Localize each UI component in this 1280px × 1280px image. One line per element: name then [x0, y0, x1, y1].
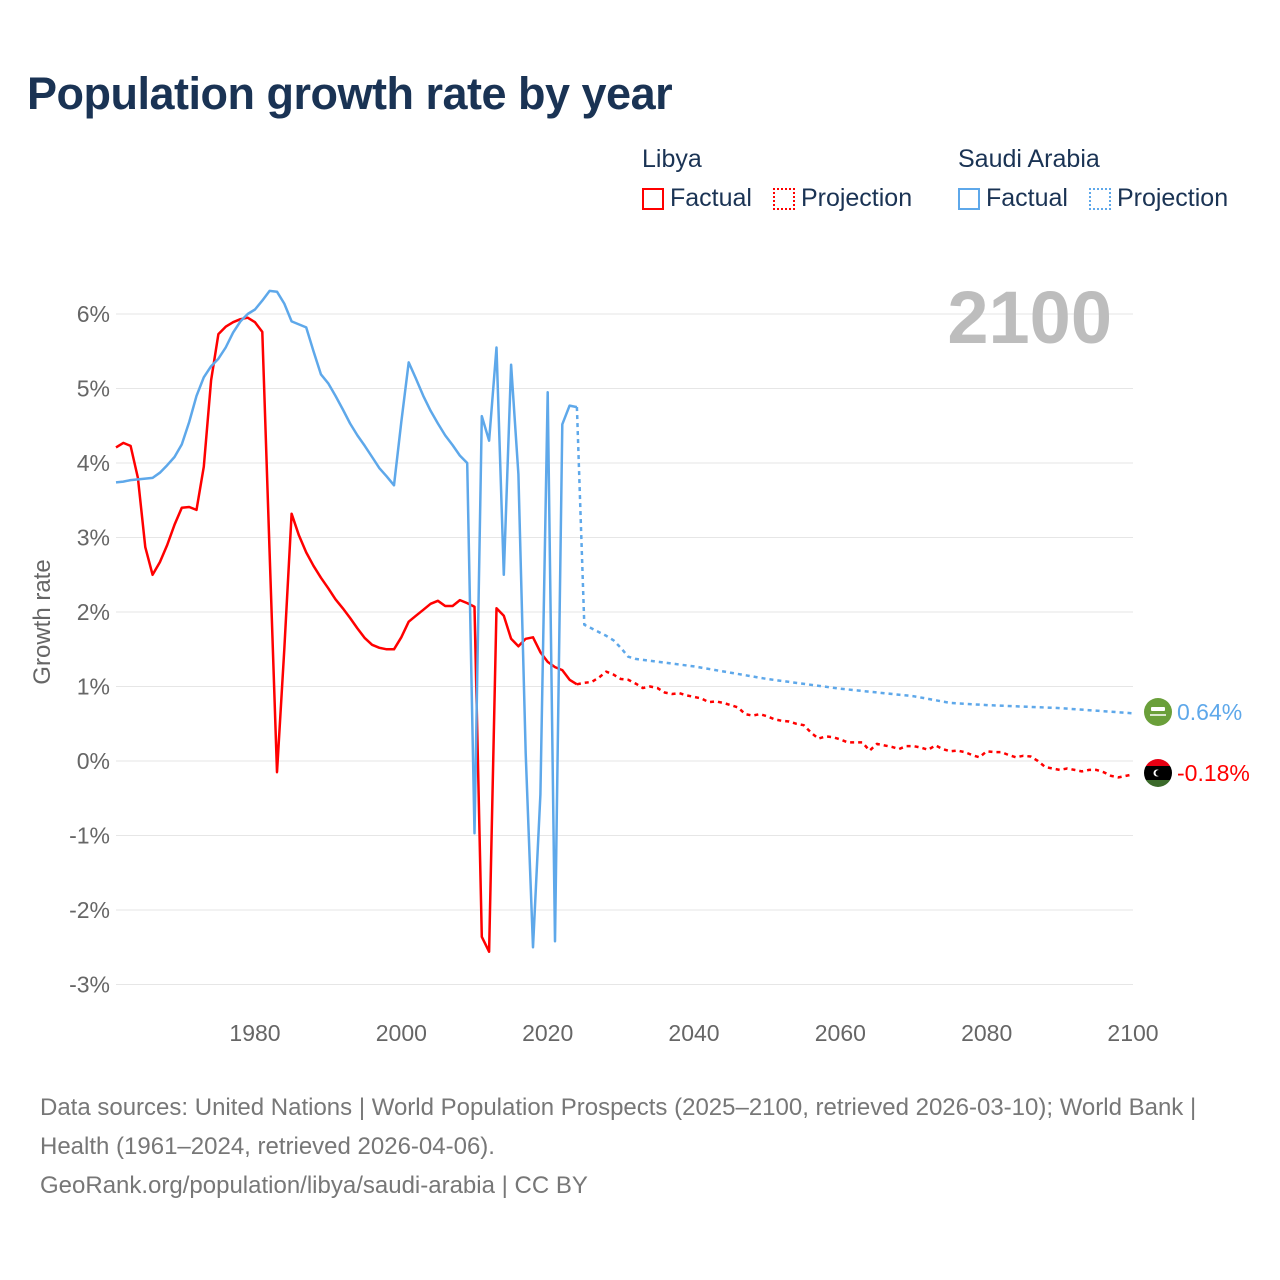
- legend-swatch-solid: [642, 187, 664, 210]
- legend-group-name: Saudi Arabia: [958, 145, 1100, 173]
- y-tick-label: 1%: [77, 674, 110, 700]
- legend-saudi-projection[interactable]: Projection: [1088, 184, 1229, 213]
- legend-label: Projection: [800, 184, 913, 212]
- y-tick-label: 2%: [77, 599, 110, 625]
- x-tick-label: 2020: [522, 1020, 573, 1046]
- legend-libya-projection[interactable]: Projection: [772, 184, 913, 213]
- legend-libya-factual[interactable]: Factual: [642, 184, 752, 213]
- credit-link[interactable]: GeoRank.org/population/libya/saudi-arabi…: [40, 1172, 588, 1199]
- y-axis-label: Growth rate: [29, 559, 56, 684]
- y-tick-label: 6%: [77, 301, 110, 327]
- x-tick-label: 2080: [961, 1020, 1012, 1046]
- current-year-label: 2100: [947, 276, 1112, 359]
- libya-projection-line[interactable]: [576, 670, 1134, 779]
- y-tick-label: 0%: [77, 748, 110, 774]
- saudi-arabia-projection-line[interactable]: [575, 407, 1134, 715]
- legend-saudi-factual[interactable]: Factual: [958, 184, 1068, 213]
- y-tick-label: -3%: [69, 972, 110, 998]
- legend-label: Factual: [986, 184, 1068, 212]
- libya-factual-line[interactable]: [115, 316, 578, 953]
- y-tick-label: -2%: [69, 897, 110, 923]
- saudi-arabia-end-label: 0.64%: [1177, 699, 1242, 725]
- footer: Data sources: United Nations | World Pop…: [40, 1088, 1240, 1205]
- saudi-arabia-factual-line[interactable]: [115, 289, 578, 949]
- x-tick-label: 2000: [376, 1020, 427, 1046]
- x-tick-label: 1980: [229, 1020, 280, 1046]
- saudi-arabia-flag-icon: [1144, 698, 1172, 726]
- x-tick-label: 2100: [1107, 1020, 1158, 1046]
- legend-swatch-dotted: [772, 187, 795, 210]
- x-tick-label: 2040: [668, 1020, 719, 1046]
- y-tick-label: 4%: [77, 450, 110, 476]
- x-tick-label: 2060: [815, 1020, 866, 1046]
- libya-flag-icon: [1144, 759, 1172, 787]
- data-sources: Data sources: United Nations | World Pop…: [40, 1094, 1197, 1160]
- y-tick-label: 3%: [77, 525, 110, 551]
- legend-libya: Libya Factual Projection: [642, 145, 926, 217]
- legend-swatch-solid: [958, 187, 980, 210]
- legend-label: Factual: [670, 184, 752, 212]
- legend-saudi-arabia: Saudi Arabia Factual Projection: [958, 145, 1228, 217]
- legend-group-name: Libya: [642, 145, 702, 173]
- y-tick-label: 5%: [77, 376, 110, 402]
- chart-title: Population growth rate by year: [27, 68, 673, 119]
- libya-end-label: -0.18%: [1177, 760, 1250, 786]
- legend-swatch-dotted: [1088, 187, 1111, 210]
- y-tick-label: -1%: [69, 823, 110, 849]
- legend-label: Projection: [1116, 184, 1229, 212]
